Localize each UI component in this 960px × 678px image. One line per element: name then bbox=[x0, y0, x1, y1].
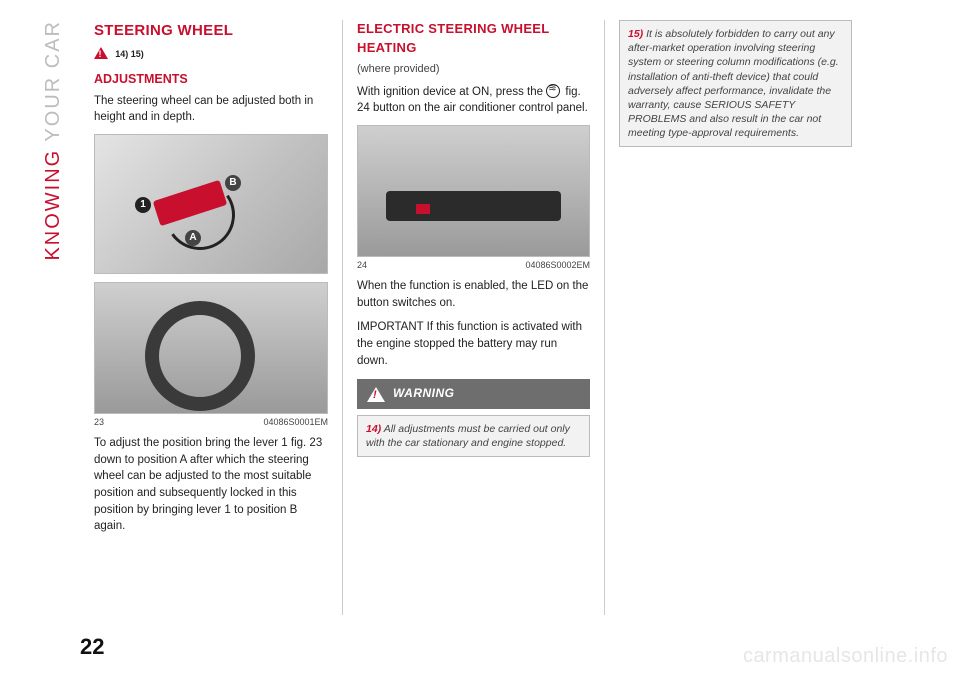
figure-caption: 24 04086S0002EM bbox=[357, 259, 590, 272]
section-tab: KNOWING YOUR CAR bbox=[42, 20, 65, 261]
heading-electric-heating: ELECTRIC STEERING WHEEL HEATING bbox=[357, 20, 590, 58]
figure-heat-button bbox=[416, 204, 430, 214]
warning-note-14: 14) All adjustments must be carried out … bbox=[357, 415, 590, 457]
note-lead: 15) bbox=[628, 28, 643, 40]
figure-steering-wheel bbox=[145, 301, 255, 411]
column-3: 15) It is absolutely forbidden to carry … bbox=[604, 20, 866, 615]
figure-number: 23 bbox=[94, 416, 104, 429]
watermark: carmanualsonline.info bbox=[743, 645, 948, 668]
warning-triangle-icon bbox=[367, 387, 385, 402]
manual-page: KNOWING YOUR CAR STEERING WHEEL 14) 15) … bbox=[0, 0, 960, 678]
figure-24 bbox=[357, 125, 590, 257]
heated-wheel-icon bbox=[546, 84, 560, 98]
note-lead: 14) bbox=[366, 423, 381, 435]
warning-label: WARNING bbox=[393, 385, 455, 402]
warning-refs: 14) 15) bbox=[94, 46, 328, 63]
paragraph-important: IMPORTANT If this function is activated … bbox=[357, 319, 590, 369]
where-provided: (where provided) bbox=[357, 62, 590, 78]
text-fragment: With ignition device at ON, press the bbox=[357, 86, 546, 98]
figure-23-top: 1 A B bbox=[94, 134, 328, 274]
figure-23-bottom bbox=[94, 282, 328, 414]
paragraph: To adjust the position bring the lever 1… bbox=[94, 435, 328, 535]
column-1: STEERING WHEEL 14) 15) ADJUSTMENTS The s… bbox=[80, 20, 342, 615]
warning-note-15: 15) It is absolutely forbidden to carry … bbox=[619, 20, 852, 147]
figure-code: 04086S0001EM bbox=[263, 416, 328, 429]
note-text: It is absolutely forbidden to carry out … bbox=[628, 28, 839, 139]
column-2: ELECTRIC STEERING WHEEL HEATING (where p… bbox=[342, 20, 604, 615]
figure-number: 24 bbox=[357, 259, 367, 272]
figure-label-a: A bbox=[185, 230, 201, 246]
figure-code: 04086S0002EM bbox=[525, 259, 590, 272]
heading-steering-wheel: STEERING WHEEL bbox=[94, 20, 328, 42]
page-number: 22 bbox=[80, 634, 104, 660]
paragraph: When the function is enabled, the LED on… bbox=[357, 278, 590, 311]
warning-triangle-icon bbox=[94, 47, 108, 59]
figure-ac-panel bbox=[386, 191, 561, 221]
paragraph: With ignition device at ON, press the fi… bbox=[357, 84, 590, 117]
subheading-adjustments: ADJUSTMENTS bbox=[94, 70, 328, 88]
figure-label-b: B bbox=[225, 175, 241, 191]
figure-caption: 23 04086S0001EM bbox=[94, 416, 328, 429]
section-tab-accent: KNOWING bbox=[42, 149, 64, 261]
content-columns: STEERING WHEEL 14) 15) ADJUSTMENTS The s… bbox=[80, 20, 900, 615]
warning-bar: WARNING bbox=[357, 379, 590, 408]
warning-ref-text: 14) 15) bbox=[115, 49, 144, 59]
figure-label-1: 1 bbox=[135, 197, 151, 213]
paragraph: The steering wheel can be adjusted both … bbox=[94, 93, 328, 126]
section-tab-muted: YOUR CAR bbox=[42, 20, 64, 149]
note-text: All adjustments must be carried out only… bbox=[366, 423, 570, 449]
